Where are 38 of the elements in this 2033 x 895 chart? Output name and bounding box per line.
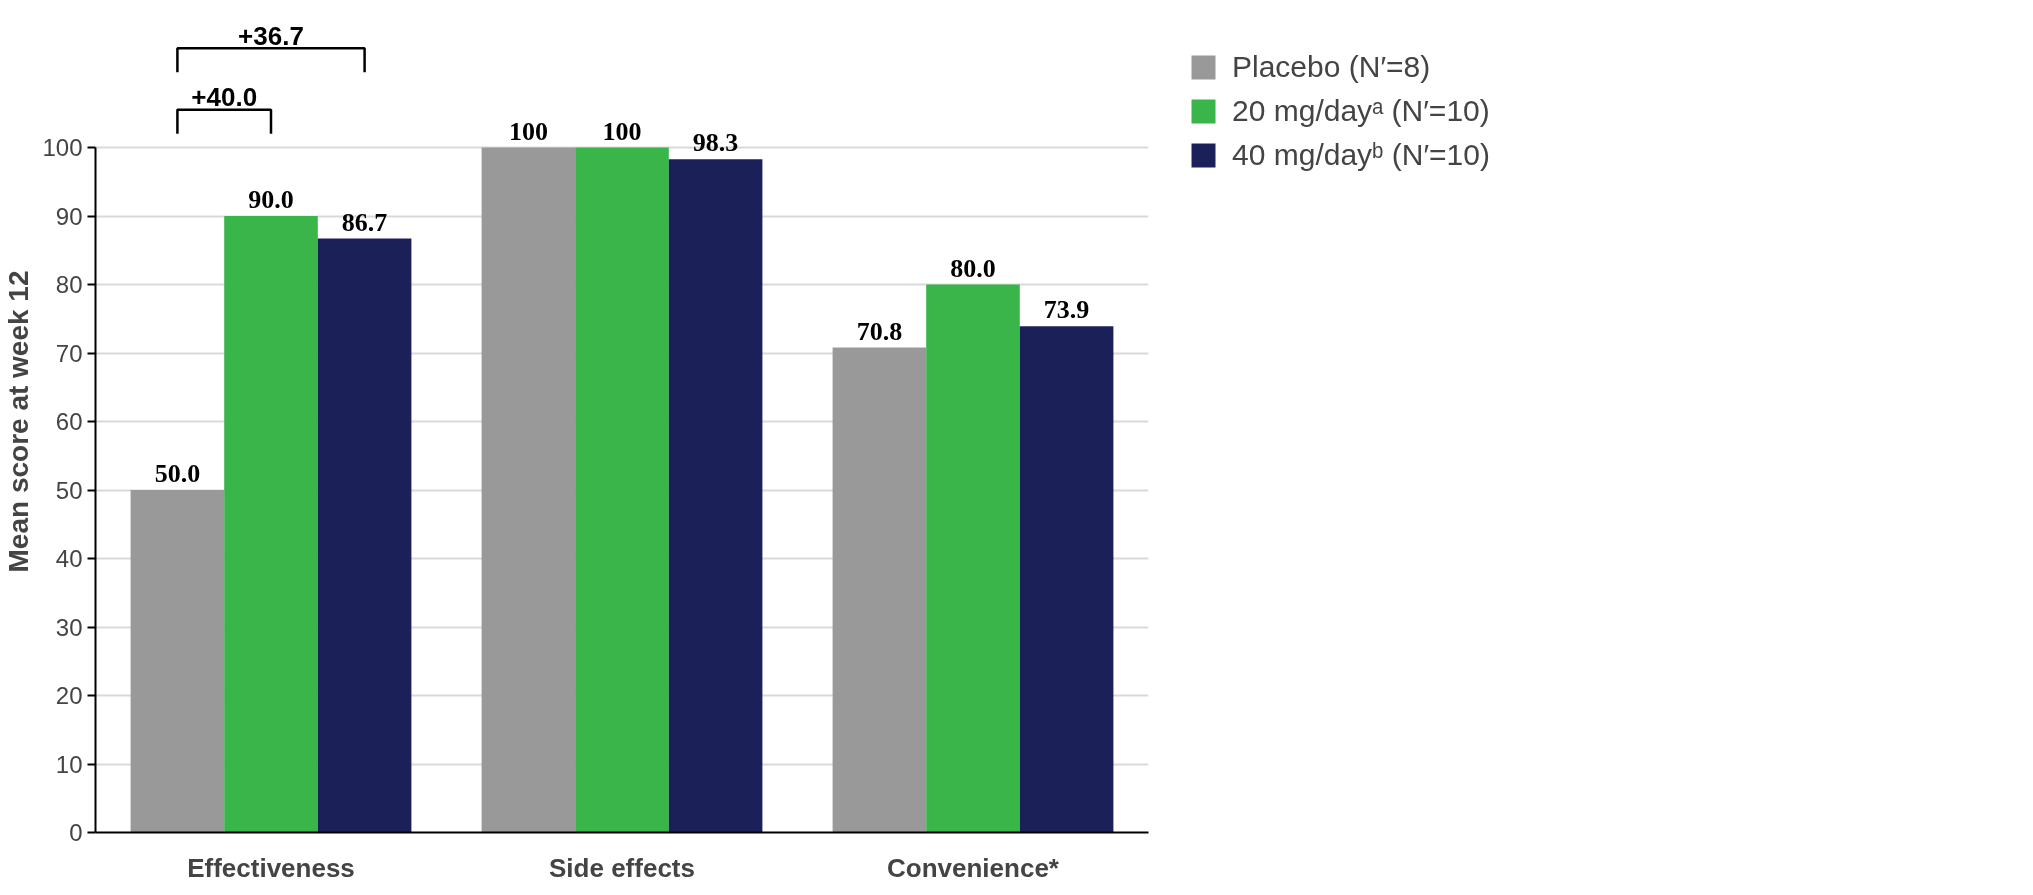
bar: [1019, 326, 1114, 833]
legend-label: 40 mg/dayᵇ (N′=10): [1232, 138, 1490, 172]
text: +40.0: [191, 82, 258, 113]
y-tick-label: 50: [55, 476, 83, 504]
data-label: 80.0: [950, 253, 996, 283]
data-label: 86.7: [341, 207, 388, 237]
bar: [317, 238, 412, 833]
y-tick-label: 20: [55, 682, 83, 709]
x-tick-label: Side effects: [549, 852, 695, 883]
data-label: 98.3: [692, 128, 739, 158]
y-tick-label: 70: [55, 339, 83, 367]
y-tick-label: 10: [55, 750, 83, 778]
bar: [832, 347, 927, 833]
y-axis-title: Mean score at week 12: [3, 270, 35, 573]
bar: [575, 147, 669, 833]
y-tick-label: 0: [69, 819, 83, 846]
bar: [130, 490, 225, 833]
bar: [481, 147, 576, 833]
y-tick-label: 80: [55, 271, 83, 298]
legend-label: 20 mg/dayᵃ (N′=10): [1232, 94, 1490, 128]
y-tick-label: 40: [55, 545, 83, 572]
data-label: 90.0: [248, 185, 294, 214]
data-label: 100: [602, 116, 642, 146]
bar: [668, 159, 763, 833]
y-tick-label: 60: [55, 408, 83, 435]
bar: [224, 216, 318, 833]
y-tick-label: 100: [42, 134, 83, 161]
x-tick-label: Convenience*: [887, 852, 1060, 883]
text: +36.7: [238, 20, 304, 51]
bar: [926, 284, 1020, 833]
x-tick-label: Effectiveness: [187, 852, 355, 883]
y-tick-label: 90: [55, 202, 83, 230]
data-label: 100: [508, 116, 548, 146]
legend-label: Placebo (N′=8): [1232, 50, 1431, 84]
data-label: 73.9: [1043, 295, 1090, 325]
data-label: 70.8: [856, 316, 903, 346]
data-label: 50.0: [154, 459, 201, 488]
y-tick-label: 30: [55, 613, 83, 641]
